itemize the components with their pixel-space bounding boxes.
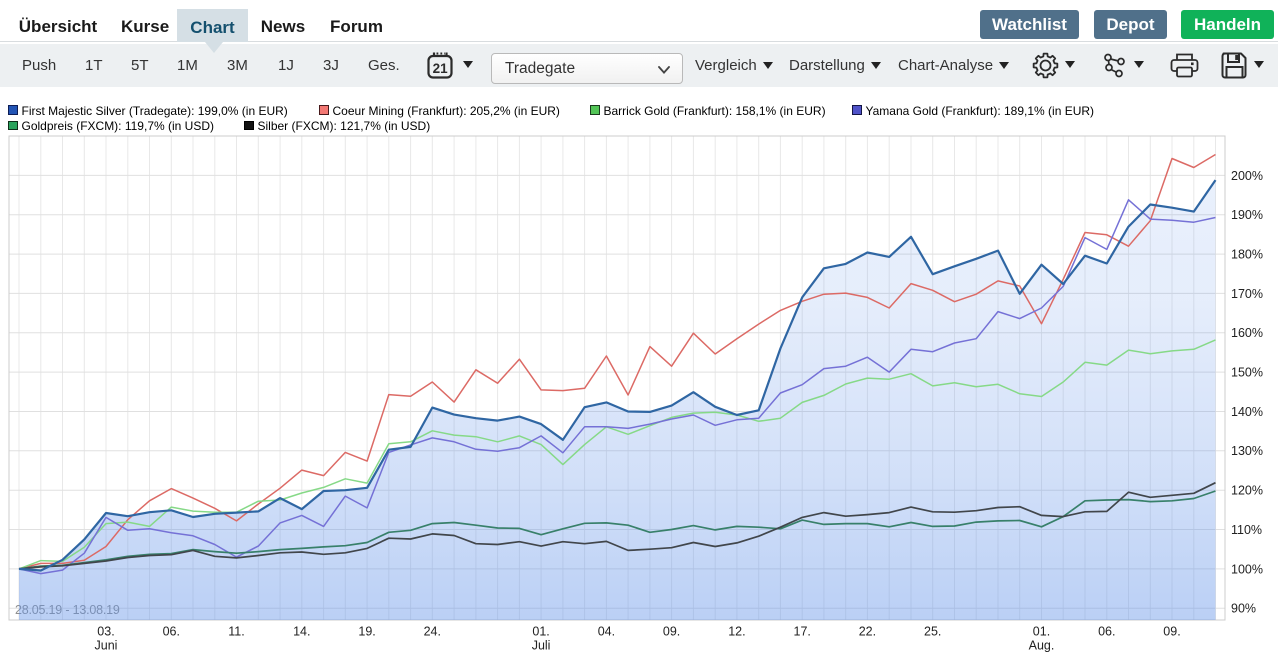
svg-text:110%: 110% xyxy=(1231,523,1262,537)
svg-text:04.: 04. xyxy=(598,625,615,639)
svg-text:90%: 90% xyxy=(1231,602,1256,616)
svg-text:01.: 01. xyxy=(532,625,549,639)
svg-text:09.: 09. xyxy=(1163,625,1180,639)
svg-text:22.: 22. xyxy=(859,625,876,639)
svg-text:120%: 120% xyxy=(1231,484,1263,498)
svg-text:190%: 190% xyxy=(1231,208,1263,222)
svg-text:Juni: Juni xyxy=(95,639,118,653)
svg-text:180%: 180% xyxy=(1231,248,1263,262)
svg-text:130%: 130% xyxy=(1231,444,1263,458)
svg-text:170%: 170% xyxy=(1231,287,1263,301)
svg-text:160%: 160% xyxy=(1231,326,1263,340)
svg-text:19.: 19. xyxy=(358,625,375,639)
svg-text:Juli: Juli xyxy=(532,639,551,653)
svg-text:150%: 150% xyxy=(1231,366,1263,380)
svg-text:09.: 09. xyxy=(663,625,680,639)
svg-text:06.: 06. xyxy=(1098,625,1115,639)
svg-text:01.: 01. xyxy=(1033,625,1050,639)
svg-text:Aug.: Aug. xyxy=(1029,639,1055,653)
svg-text:11.: 11. xyxy=(228,625,244,639)
svg-text:06.: 06. xyxy=(163,625,180,639)
svg-text:200%: 200% xyxy=(1231,169,1263,183)
svg-text:03.: 03. xyxy=(97,625,114,639)
svg-text:24.: 24. xyxy=(424,625,441,639)
svg-text:14.: 14. xyxy=(293,625,310,639)
svg-text:25.: 25. xyxy=(924,625,941,639)
svg-text:17.: 17. xyxy=(794,625,811,639)
svg-text:12.: 12. xyxy=(728,625,745,639)
svg-text:21: 21 xyxy=(433,60,449,75)
svg-text:100%: 100% xyxy=(1231,562,1263,576)
svg-text:140%: 140% xyxy=(1231,405,1263,419)
